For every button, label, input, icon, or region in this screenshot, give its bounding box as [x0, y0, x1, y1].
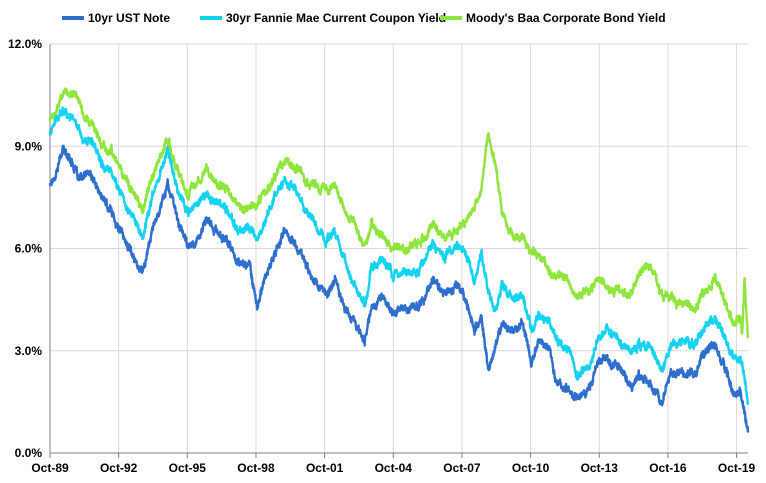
series-lines: [48, 87, 750, 433]
x-tick-label: Oct-95: [169, 461, 207, 475]
axes: 0.0% 3.0% 6.0% 9.0% 12.0% Oct-89 Oct-92 Oct-95 O…: [8, 37, 756, 475]
y-tick-label: 9.0%: [15, 139, 43, 153]
y-tick-label: 12.0%: [8, 37, 42, 51]
x-tick-label: Oct-01: [306, 461, 344, 475]
x-tick-label: Oct-16: [649, 461, 687, 475]
x-tick-label: Oct-92: [100, 461, 138, 475]
x-tick-label: Oct-04: [375, 461, 413, 475]
legend-label-0: 10yr UST Note: [88, 11, 170, 25]
x-tick-label: Oct-98: [237, 461, 275, 475]
legend: 10yr UST Note 30yr Fannie Mae Current Cou…: [62, 11, 666, 25]
x-tick-label: Oct-10: [512, 461, 550, 475]
series-line-0: [48, 144, 750, 433]
y-tick-label: 3.0%: [15, 344, 43, 358]
x-tick-label: Oct-13: [581, 461, 619, 475]
legend-label-1: 30yr Fannie Mae Current Coupon Yield: [226, 11, 446, 25]
x-tick-label: Oct-89: [31, 461, 69, 475]
series-line-2: [48, 87, 749, 339]
y-tick-label: 6.0%: [15, 242, 43, 256]
y-tick-label: 0.0%: [15, 446, 43, 460]
x-tick-label: Oct-19: [718, 461, 756, 475]
x-tick-label: Oct-07: [443, 461, 481, 475]
series-line-1: [48, 106, 750, 405]
legend-label-2: Moody's Baa Corporate Bond Yield: [466, 11, 666, 25]
